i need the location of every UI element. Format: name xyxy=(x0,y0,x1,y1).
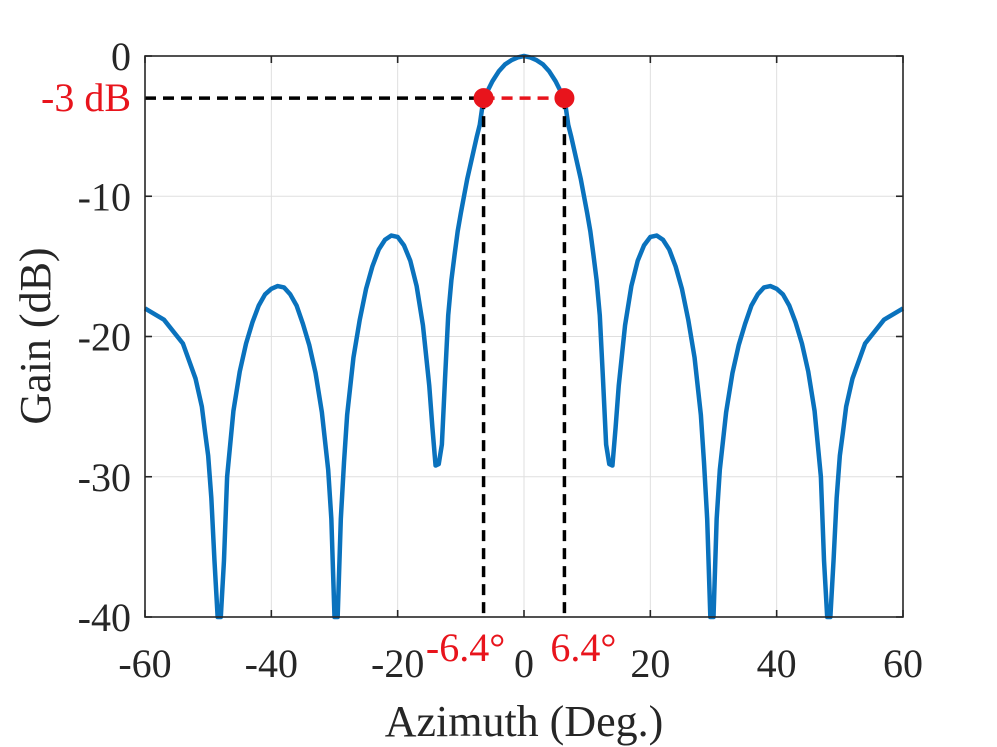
y-tick-label: -10 xyxy=(78,174,131,219)
x-tick-label: 40 xyxy=(757,641,797,686)
x-tick-labels: -60 -40 -20 0 20 40 60 xyxy=(118,641,923,686)
right-beam-edge-marker xyxy=(554,88,575,109)
minus-3db-label: -3 dB xyxy=(41,75,131,120)
y-tick-label: -20 xyxy=(78,315,131,360)
left-beam-edge-label: -6.4° xyxy=(426,625,505,670)
right-beam-edge-label: 6.4° xyxy=(550,625,616,670)
axis-ticks xyxy=(144,55,904,618)
x-tick-label: 60 xyxy=(883,641,923,686)
x-axis-title: Azimuth (Deg.) xyxy=(385,697,664,746)
y-gridlines xyxy=(145,195,903,478)
y-tick-label: -40 xyxy=(78,595,131,640)
y-axis-title: Gain (dB) xyxy=(11,247,60,424)
y-tick-label: -30 xyxy=(78,455,131,500)
x-tick-label: -40 xyxy=(245,641,298,686)
x-tick-label: 20 xyxy=(630,641,670,686)
x-tick-label: 0 xyxy=(514,641,534,686)
left-beam-edge-marker xyxy=(473,88,494,109)
x-tick-label: -20 xyxy=(371,641,424,686)
y-tick-labels: 0 -10 -20 -30 -40 xyxy=(78,34,131,640)
y-tick-label: 0 xyxy=(111,34,131,79)
x-tick-label: -60 xyxy=(118,641,171,686)
